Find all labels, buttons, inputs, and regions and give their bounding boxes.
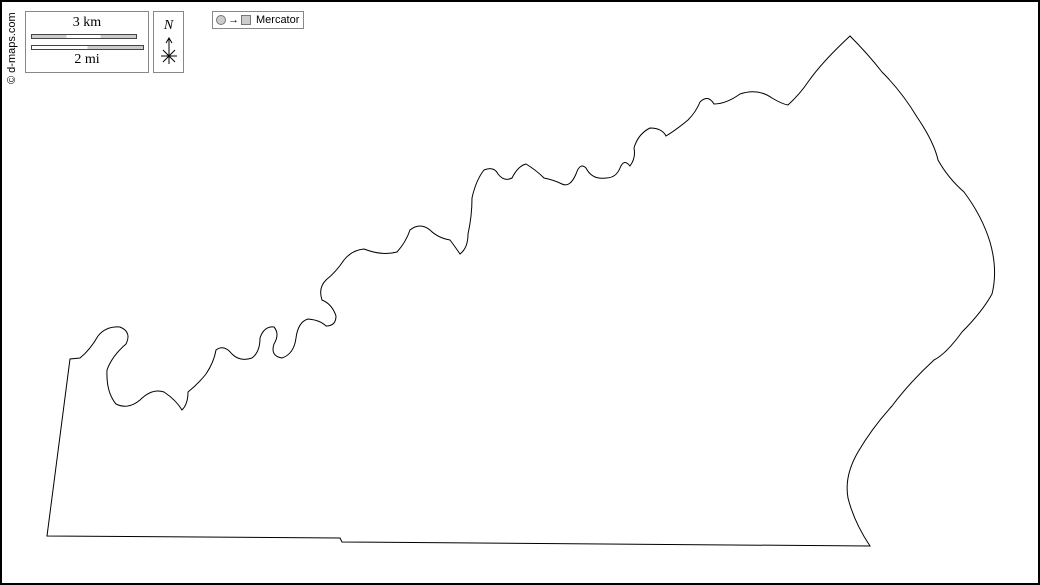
projection-label: → Mercator bbox=[212, 11, 305, 29]
north-label: N bbox=[163, 18, 174, 33]
scale-km-label: 3 km bbox=[72, 15, 102, 30]
region-boundary bbox=[46, 35, 996, 547]
compass-icon bbox=[161, 37, 177, 64]
north-arrow: N bbox=[153, 11, 184, 73]
scale-km-bar bbox=[31, 34, 137, 39]
scale-bar: 3 km 2 mi bbox=[25, 11, 149, 73]
map-square-icon bbox=[241, 15, 251, 25]
arrow-icon: → bbox=[228, 14, 239, 26]
projection-name: Mercator bbox=[256, 14, 300, 26]
scale-mi-bar bbox=[31, 45, 144, 50]
copyright-credit[interactable]: © d-maps.com bbox=[6, 12, 18, 84]
globe-circle-icon bbox=[216, 15, 226, 25]
scale-mi-label: 2 mi bbox=[74, 52, 100, 67]
